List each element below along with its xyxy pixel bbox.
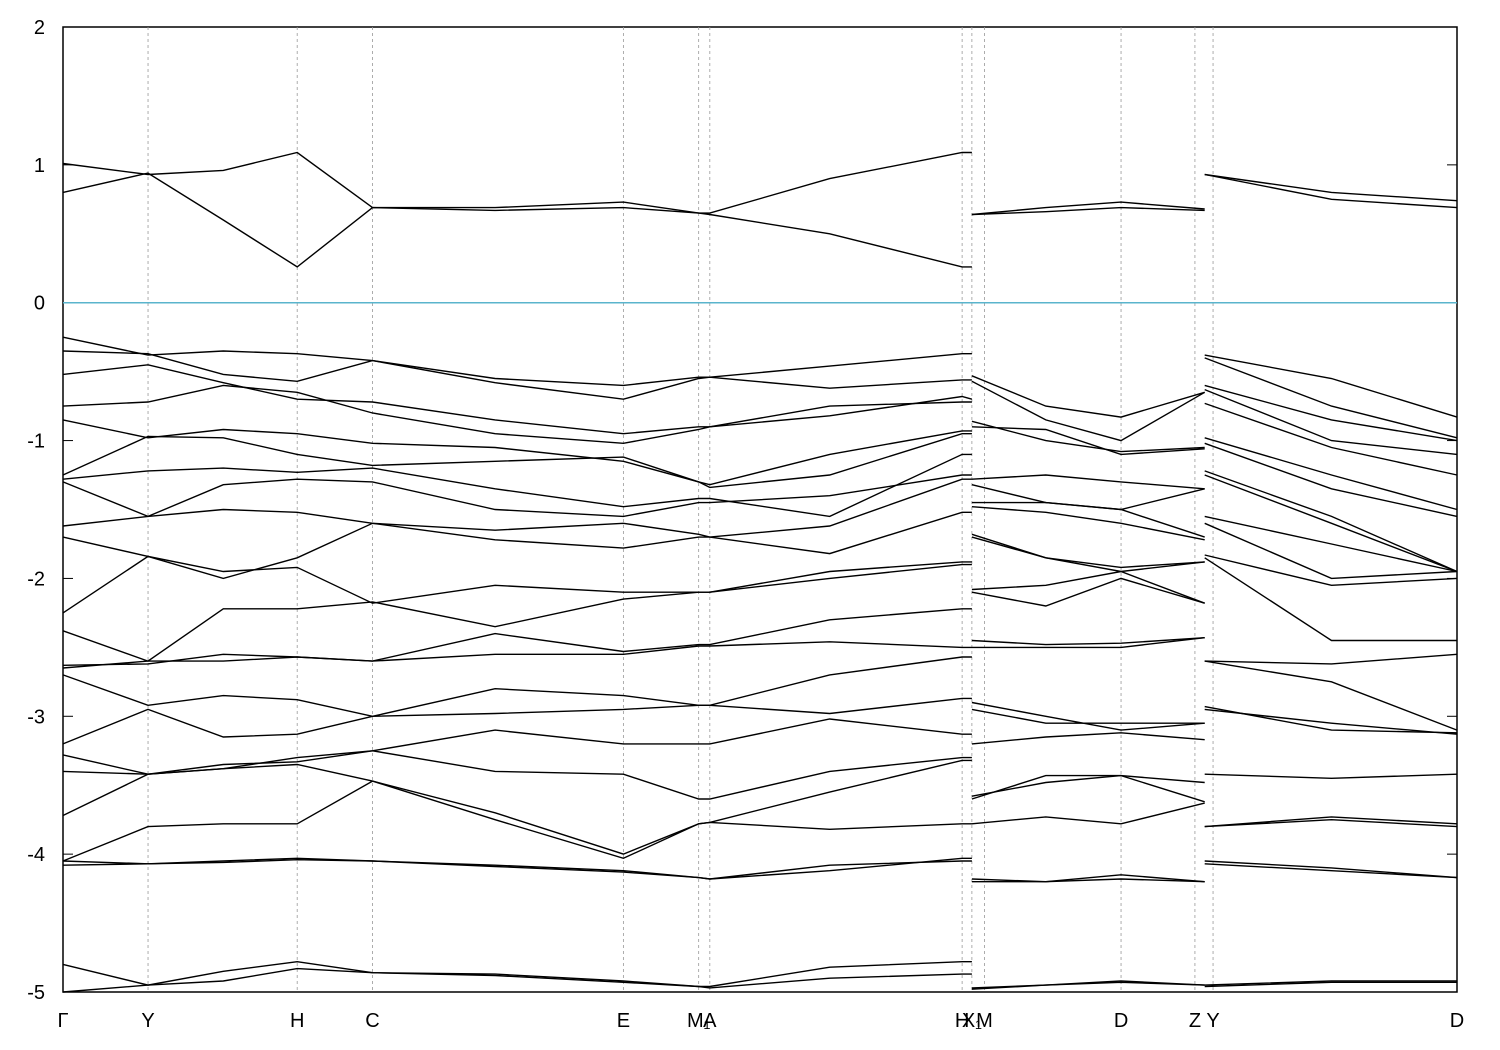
band-line [62, 442, 1458, 538]
plot-frame [62, 26, 1458, 993]
band-line [62, 557, 1457, 666]
band-line [62, 780, 1458, 862]
band-line [62, 350, 1458, 442]
band-line [62, 384, 1458, 456]
y-tick-label: 0 [34, 293, 45, 315]
band-line [62, 554, 1458, 662]
band-line [62, 857, 1458, 883]
x-tick-label: H [955, 1010, 969, 1032]
x-tick-label: Y [1206, 1010, 1219, 1032]
band-line [62, 336, 1458, 418]
x-tick-label: D [1450, 1010, 1464, 1032]
band-line [62, 474, 1458, 573]
band-line [62, 858, 1458, 883]
x-tick-label: C [365, 1010, 379, 1032]
band-line [62, 637, 1458, 669]
band-line [62, 759, 1458, 855]
x-tick-label: E [617, 1010, 630, 1032]
band-line [62, 967, 1457, 993]
x-tick-label: X₁ [962, 1010, 982, 1032]
y-tick-label: -2 [27, 568, 45, 590]
y-tick-label: -4 [27, 844, 45, 866]
band-line [62, 511, 1458, 580]
x-tick-label: Y [141, 1010, 154, 1032]
x-tick-label: M₁ [687, 1010, 711, 1032]
band-line [62, 402, 1458, 490]
y-tick-label: 2 [34, 17, 45, 39]
y-tick-label: -3 [27, 706, 45, 728]
x-tick-label: H [290, 1010, 304, 1032]
band-line [62, 522, 1458, 614]
x-tick-label: Γ [57, 1010, 68, 1032]
y-tick-label: -5 [27, 982, 45, 1004]
band-line [62, 470, 1458, 573]
band-line [62, 172, 1458, 268]
x-tick-label: M [976, 1010, 993, 1032]
band-line [62, 364, 1458, 453]
x-tick-label: Z [1189, 1010, 1201, 1032]
y-tick-label: -1 [27, 431, 45, 453]
band-line [62, 151, 1458, 216]
y-tick-label: 1 [34, 155, 45, 177]
x-tick-label: D [1114, 1010, 1128, 1032]
x-tick-label: A [703, 1010, 717, 1032]
band-line [62, 750, 1458, 800]
band-line [62, 697, 1458, 745]
band-line [62, 708, 1458, 775]
band-line [62, 656, 1458, 731]
